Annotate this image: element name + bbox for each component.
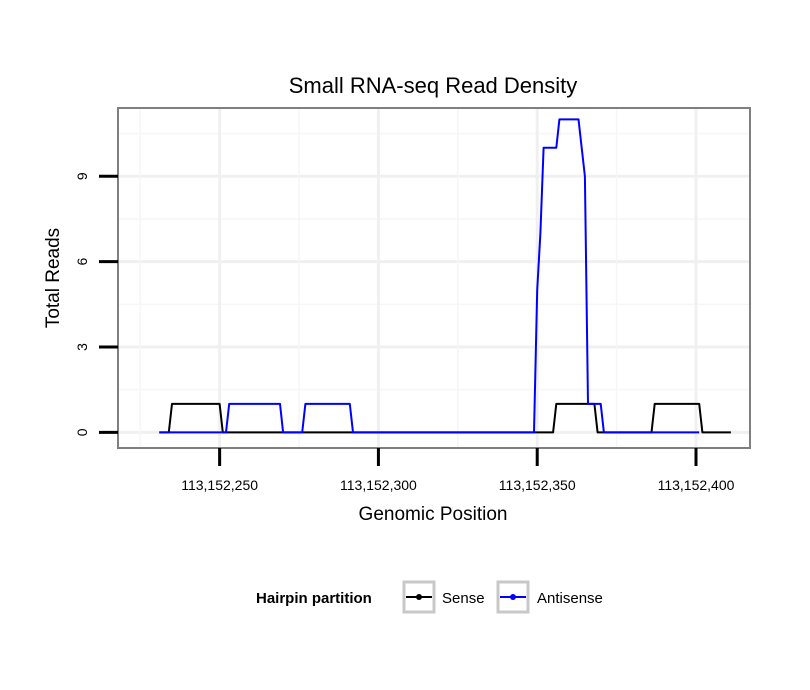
legend-key-sense-point xyxy=(416,594,422,600)
series-layer xyxy=(159,118,731,434)
y-axis-title: Total Reads xyxy=(43,228,64,328)
series-line-antisense xyxy=(159,118,700,434)
y-tick-label: 0 xyxy=(74,428,90,436)
legend: Hairpin partition Sense Antisense xyxy=(256,580,603,614)
x-tick-label: 113,152,350 xyxy=(499,477,576,493)
x-tick-label: 113,152,250 xyxy=(181,477,258,493)
plot-background xyxy=(118,108,750,448)
x-axis-title: Genomic Position xyxy=(359,504,508,525)
legend-key-antisense-point xyxy=(510,594,516,600)
y-tick-label: 3 xyxy=(74,343,90,351)
legend-label-antisense: Antisense xyxy=(537,590,603,607)
chart-title: Small RNA-seq Read Density xyxy=(289,73,578,98)
x-axis: 113,152,250 113,152,300 113,152,350 113,152… xyxy=(181,448,735,493)
x-tick-label: 113,152,400 xyxy=(658,477,735,493)
plot-border xyxy=(117,107,751,449)
legend-title: Hairpin partition xyxy=(256,590,372,607)
series-line-sense xyxy=(159,402,731,434)
y-tick-label: 9 xyxy=(74,172,90,180)
y-tick-label: 6 xyxy=(74,258,90,266)
y-axis: 0 3 6 9 xyxy=(74,172,118,436)
x-tick-label: 113,152,300 xyxy=(340,477,417,493)
legend-item-sense: Sense xyxy=(402,580,485,614)
legend-item-antisense: Antisense xyxy=(496,580,603,614)
legend-label-sense: Sense xyxy=(442,590,485,607)
